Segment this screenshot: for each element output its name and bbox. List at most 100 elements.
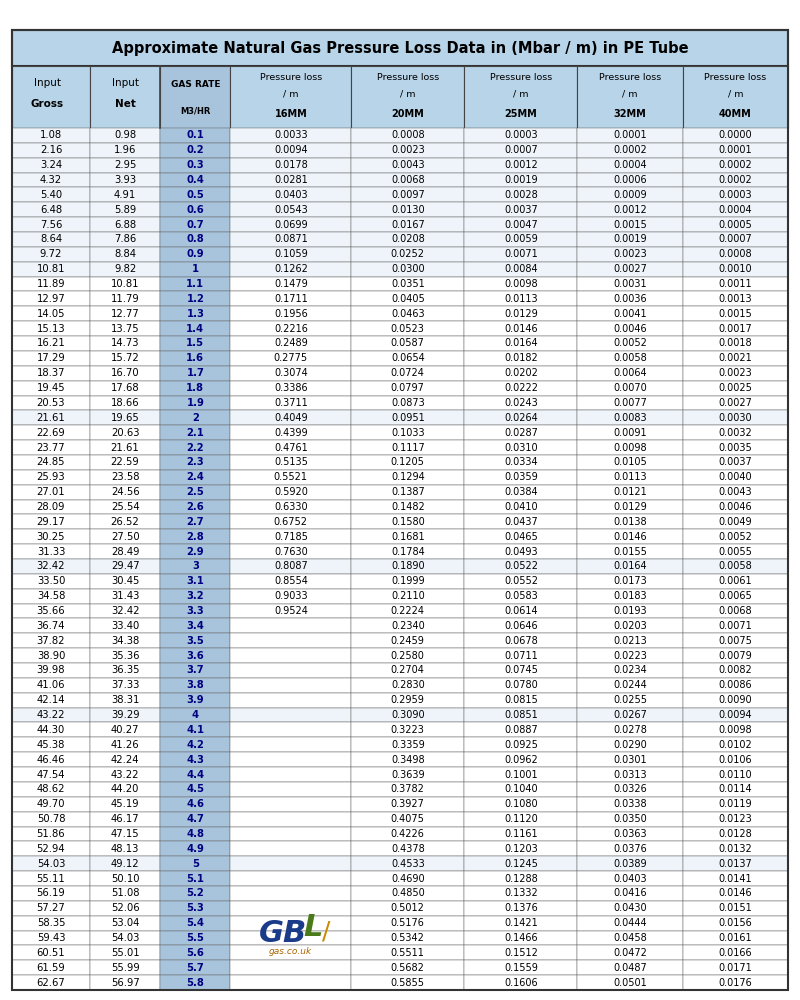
Bar — [682, 262, 788, 277]
Text: 3.9: 3.9 — [186, 695, 204, 705]
Bar — [230, 143, 351, 158]
Text: 33.50: 33.50 — [37, 576, 65, 586]
Bar — [12, 960, 90, 975]
Bar — [464, 485, 578, 500]
Bar — [230, 529, 351, 544]
Text: 2.4: 2.4 — [186, 472, 204, 482]
Bar — [230, 931, 351, 945]
Text: 28.09: 28.09 — [37, 502, 66, 512]
Text: 0.0017: 0.0017 — [718, 324, 752, 334]
Text: 4.6: 4.6 — [186, 799, 204, 809]
Bar — [230, 217, 351, 232]
Bar — [578, 841, 682, 856]
Text: 22.69: 22.69 — [37, 428, 66, 438]
Bar — [578, 960, 682, 975]
Bar — [682, 901, 788, 916]
Text: 8.64: 8.64 — [40, 234, 62, 244]
Text: 35.66: 35.66 — [37, 606, 66, 616]
Bar — [160, 960, 230, 975]
Text: 0.0873: 0.0873 — [391, 398, 425, 408]
Bar — [682, 277, 788, 291]
Bar — [351, 455, 464, 470]
Text: /: / — [322, 920, 330, 944]
Text: 12.77: 12.77 — [110, 309, 139, 319]
Bar — [578, 871, 682, 886]
Bar — [464, 440, 578, 455]
Text: 0.1466: 0.1466 — [504, 933, 538, 943]
Text: 5.7: 5.7 — [186, 963, 204, 973]
Bar — [578, 232, 682, 247]
Bar — [682, 158, 788, 173]
Text: 0.0004: 0.0004 — [614, 160, 647, 170]
Bar — [351, 247, 464, 262]
Text: 0.1376: 0.1376 — [504, 903, 538, 913]
Bar — [160, 425, 230, 440]
Text: 0.0587: 0.0587 — [391, 338, 425, 349]
Bar — [12, 291, 90, 306]
Text: 0.0021: 0.0021 — [718, 353, 752, 363]
Bar — [230, 752, 351, 767]
Bar — [160, 247, 230, 262]
Bar — [12, 30, 788, 66]
Text: 0.5012: 0.5012 — [391, 903, 425, 913]
Text: 0.0013: 0.0013 — [718, 294, 752, 304]
Bar — [90, 589, 160, 604]
Bar — [230, 291, 351, 306]
Bar — [682, 66, 788, 128]
Text: 38.90: 38.90 — [37, 651, 65, 661]
Text: 29.17: 29.17 — [37, 517, 66, 527]
Bar — [578, 886, 682, 901]
Text: 0.0178: 0.0178 — [274, 160, 308, 170]
Bar — [464, 366, 578, 381]
Bar — [160, 262, 230, 277]
Text: 48.62: 48.62 — [37, 784, 66, 794]
Bar — [160, 544, 230, 559]
Text: 17.68: 17.68 — [110, 383, 139, 393]
Text: 0.0176: 0.0176 — [718, 978, 752, 988]
Bar — [160, 455, 230, 470]
Bar — [12, 871, 90, 886]
Bar — [12, 173, 90, 187]
Bar — [578, 291, 682, 306]
Text: 35.36: 35.36 — [111, 651, 139, 661]
Text: 60.51: 60.51 — [37, 948, 66, 958]
Bar — [90, 812, 160, 827]
Bar — [160, 737, 230, 752]
Bar — [578, 916, 682, 931]
Text: 0.3711: 0.3711 — [274, 398, 308, 408]
Bar — [351, 841, 464, 856]
Bar — [578, 306, 682, 321]
Text: 0.0008: 0.0008 — [718, 249, 752, 259]
Bar — [682, 648, 788, 663]
Text: 0.5135: 0.5135 — [274, 457, 308, 467]
Bar — [12, 366, 90, 381]
Bar — [464, 455, 578, 470]
Bar — [682, 514, 788, 529]
Text: 0.0290: 0.0290 — [613, 740, 647, 750]
Bar — [351, 931, 464, 945]
Bar — [351, 396, 464, 410]
Bar — [160, 589, 230, 604]
Bar — [90, 901, 160, 916]
Text: 0.0094: 0.0094 — [274, 145, 308, 155]
Bar — [160, 366, 230, 381]
Text: 5.89: 5.89 — [114, 205, 136, 215]
Bar — [578, 336, 682, 351]
Bar — [230, 321, 351, 336]
Bar — [578, 158, 682, 173]
Bar — [160, 321, 230, 336]
Bar — [682, 708, 788, 722]
Text: 0.0084: 0.0084 — [504, 264, 538, 274]
Text: 0.0004: 0.0004 — [718, 205, 752, 215]
Bar — [578, 827, 682, 841]
Text: 18.37: 18.37 — [37, 368, 66, 378]
Bar — [464, 187, 578, 202]
Text: 0.0223: 0.0223 — [613, 651, 647, 661]
Bar — [682, 886, 788, 901]
Bar — [682, 366, 788, 381]
Bar — [464, 321, 578, 336]
Text: 55.11: 55.11 — [37, 874, 66, 884]
Text: 0.0121: 0.0121 — [613, 487, 647, 497]
Text: 0.0522: 0.0522 — [504, 561, 538, 571]
Bar — [12, 901, 90, 916]
